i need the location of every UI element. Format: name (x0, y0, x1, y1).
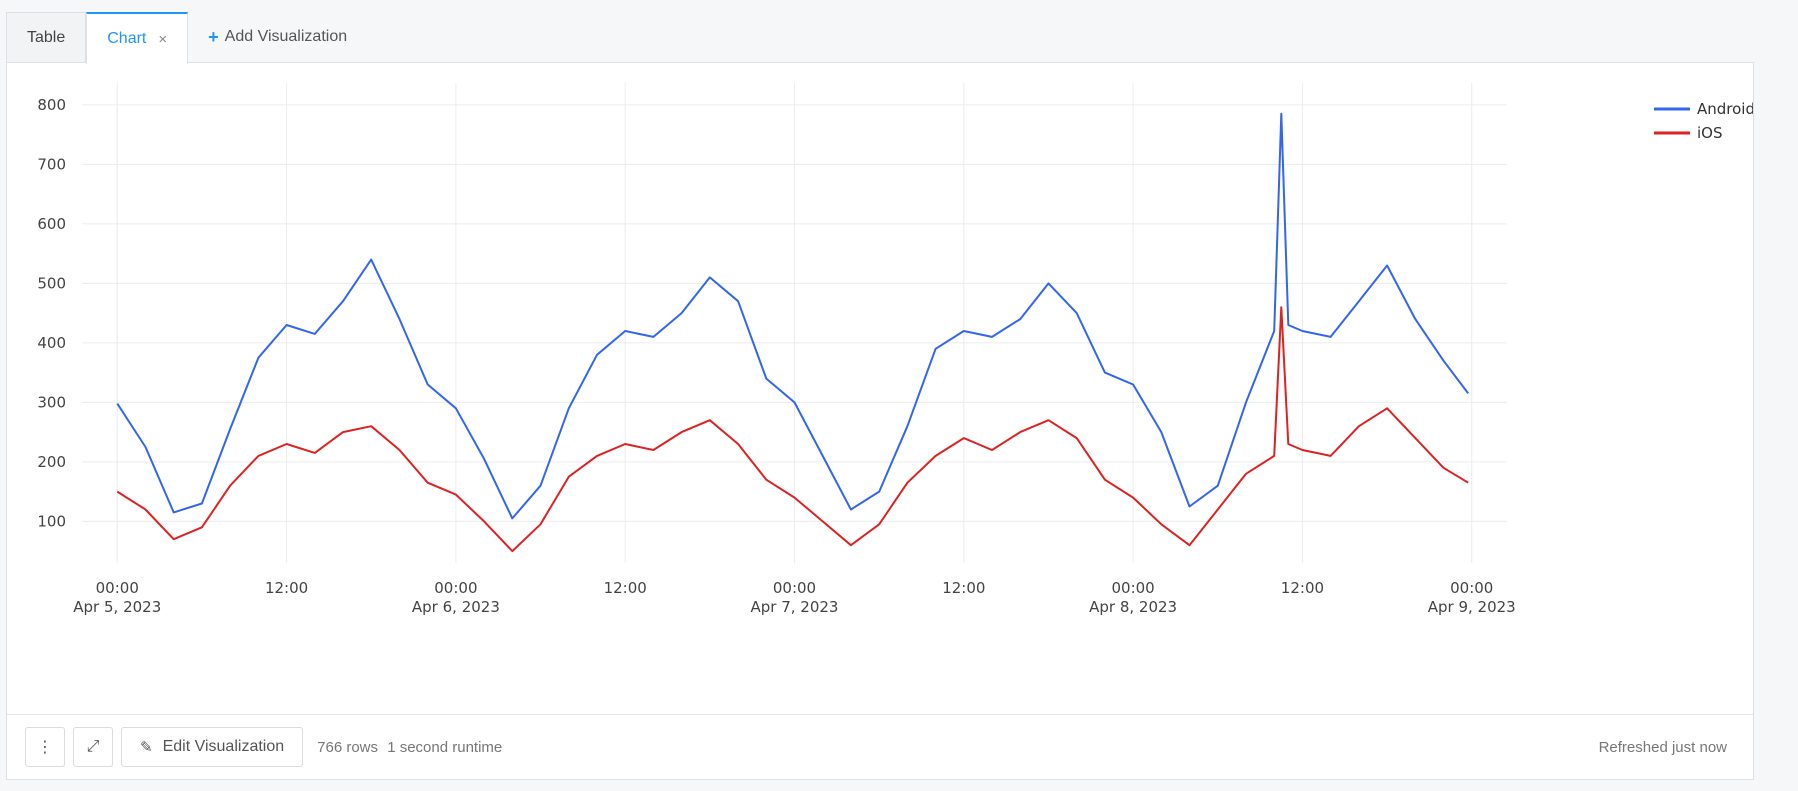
x-tick-date: Apr 7, 2023 (751, 598, 839, 616)
y-tick-label: 600 (37, 215, 66, 233)
x-tick-date: Apr 6, 2023 (412, 598, 500, 616)
x-tick-date: Apr 5, 2023 (73, 598, 161, 616)
runtime: 1 second runtime (387, 738, 503, 756)
x-tick-time: 00:00 (434, 579, 477, 597)
series-line-ios (116, 306, 1469, 553)
refreshed-status: Refreshed just now (1598, 738, 1727, 756)
y-tick-label: 200 (37, 453, 66, 471)
x-tick-date: Apr 9, 2023 (1428, 598, 1516, 616)
edit-visualization-button[interactable]: ✎ Edit Visualization (121, 727, 304, 767)
y-tick-label: 300 (37, 393, 66, 411)
vertical-dots-icon: ⋮ (37, 739, 53, 756)
add-visualization-button[interactable]: + Add Visualization (188, 12, 367, 62)
edit-visualization-label: Edit Visualization (162, 738, 285, 755)
x-tick-time: 12:00 (942, 579, 985, 597)
query-meta: 766 rows 1 second runtime (317, 739, 502, 756)
x-tick-time: 00:00 (96, 579, 139, 597)
legend-label: iOS (1697, 124, 1723, 142)
x-tick-date: Apr 8, 2023 (1089, 598, 1177, 616)
legend-label: Android (1697, 100, 1753, 118)
x-tick-time: 00:00 (773, 579, 816, 597)
y-tick-label: 500 (37, 274, 66, 292)
close-icon[interactable]: × (158, 30, 168, 48)
x-tick-time: 00:00 (1450, 579, 1493, 597)
tab-chart[interactable]: Chart × (86, 12, 189, 64)
y-tick-label: 400 (37, 334, 66, 352)
x-tick-time: 12:00 (604, 579, 647, 597)
chart-area: 100 200 300 400 500 600 700 800 00:00 Apr 5, 2023… (7, 63, 1755, 713)
tab-table[interactable]: Table (6, 12, 87, 62)
visualization-footer: ⋮ ⤢ ✎ Edit Visualization 766 rows 1 seco… (7, 714, 1753, 779)
row-count: 766 rows (317, 738, 379, 756)
visualization-tabs: Table Chart × + Add Visualization (6, 12, 367, 64)
x-tick-time: 12:00 (265, 579, 308, 597)
x-tick-time: 12:00 (1281, 579, 1324, 597)
edit-icon: ✎ (140, 739, 153, 756)
y-tick-label: 700 (37, 155, 66, 173)
fullscreen-button[interactable]: ⤢ (73, 727, 113, 767)
tab-chart-label: Chart (107, 30, 147, 47)
add-visualization-label: Add Visualization (224, 28, 348, 45)
tab-table-label: Table (27, 28, 66, 46)
visualization-panel: 100 200 300 400 500 600 700 800 00:00 Apr 5, 2023… (6, 62, 1755, 780)
plus-icon: + (208, 26, 219, 47)
more-options-button[interactable]: ⋮ (25, 727, 65, 767)
x-tick-time: 00:00 (1111, 579, 1154, 597)
expand-icon: ⤢ (86, 738, 100, 755)
series-line-android (116, 112, 1469, 520)
y-tick-label: 100 (37, 512, 66, 530)
y-tick-label: 800 (37, 96, 66, 114)
